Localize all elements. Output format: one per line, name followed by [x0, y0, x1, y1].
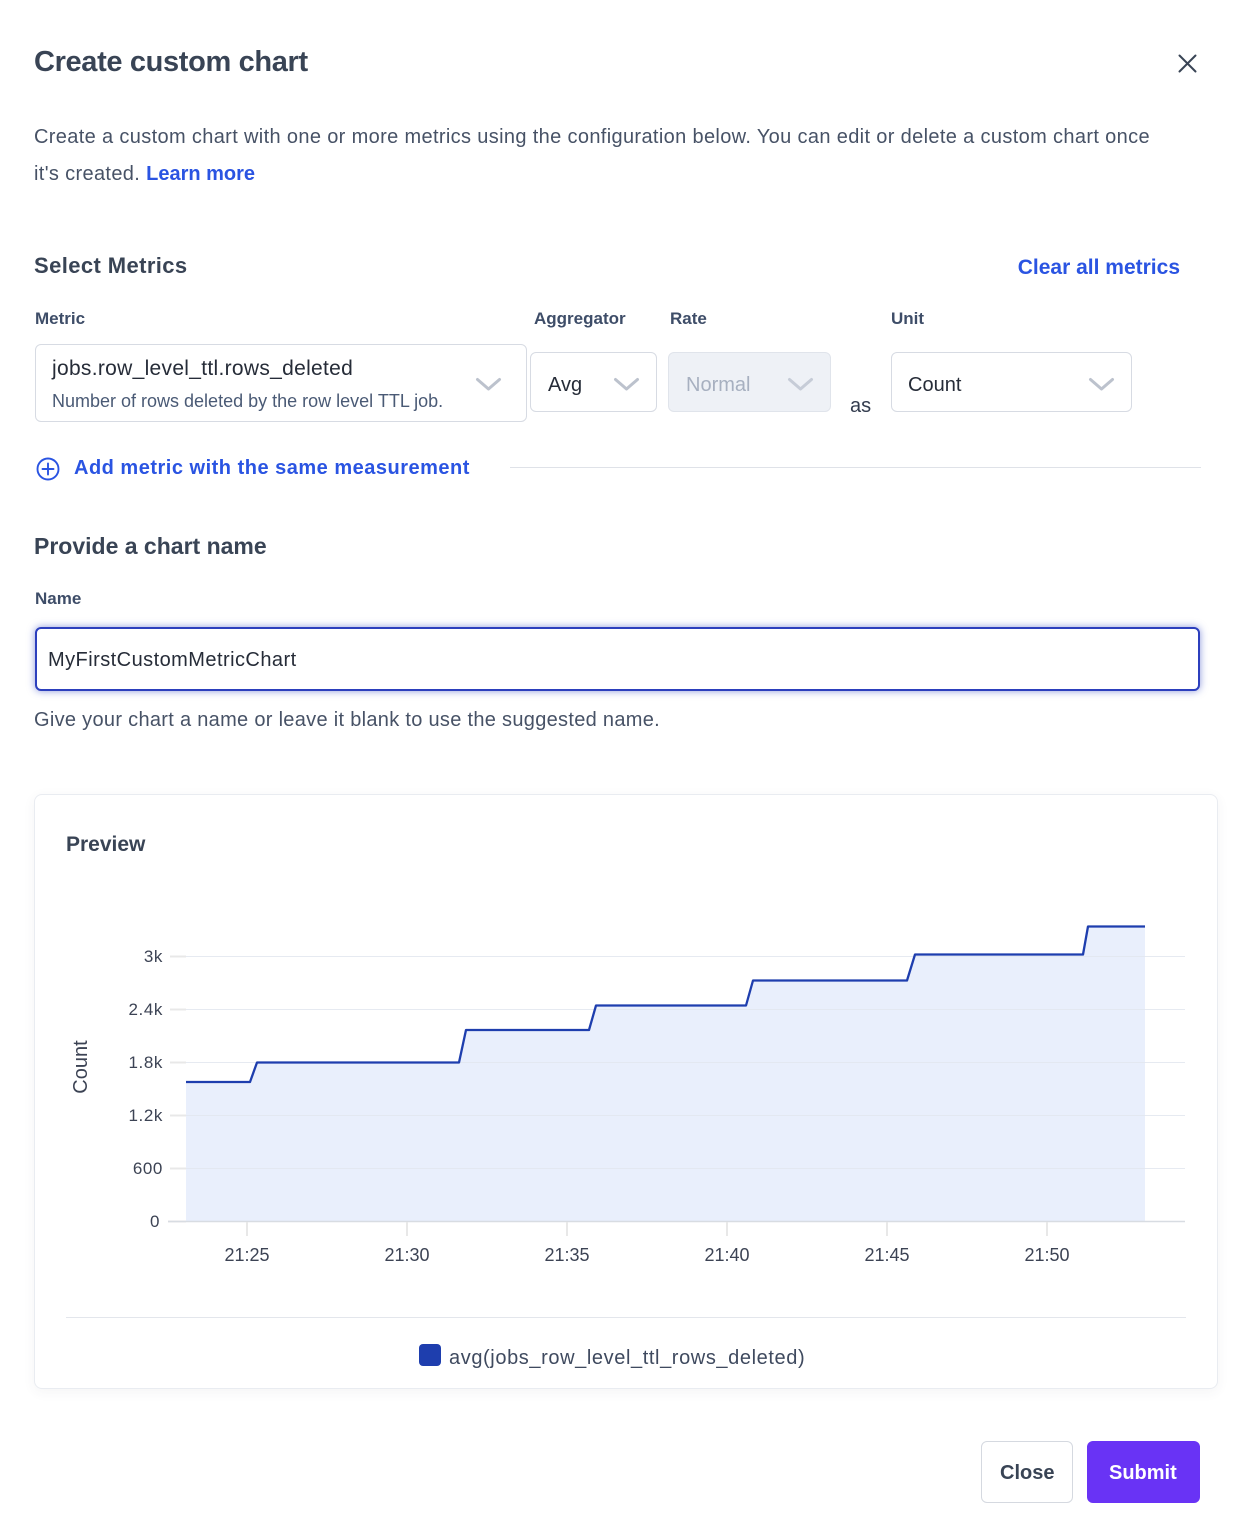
- svg-text:21:50: 21:50: [1024, 1245, 1069, 1265]
- svg-text:3k: 3k: [144, 947, 163, 966]
- svg-text:1.2k: 1.2k: [128, 1106, 163, 1125]
- svg-text:Count: Count: [70, 1040, 92, 1094]
- svg-text:21:30: 21:30: [384, 1245, 429, 1265]
- svg-text:600: 600: [133, 1159, 163, 1178]
- svg-text:1.8k: 1.8k: [128, 1053, 163, 1072]
- svg-text:0: 0: [150, 1212, 160, 1231]
- svg-text:21:45: 21:45: [864, 1245, 909, 1265]
- svg-text:21:25: 21:25: [224, 1245, 269, 1265]
- svg-text:21:35: 21:35: [544, 1245, 589, 1265]
- svg-text:2.4k: 2.4k: [128, 1000, 163, 1019]
- svg-text:21:40: 21:40: [704, 1245, 749, 1265]
